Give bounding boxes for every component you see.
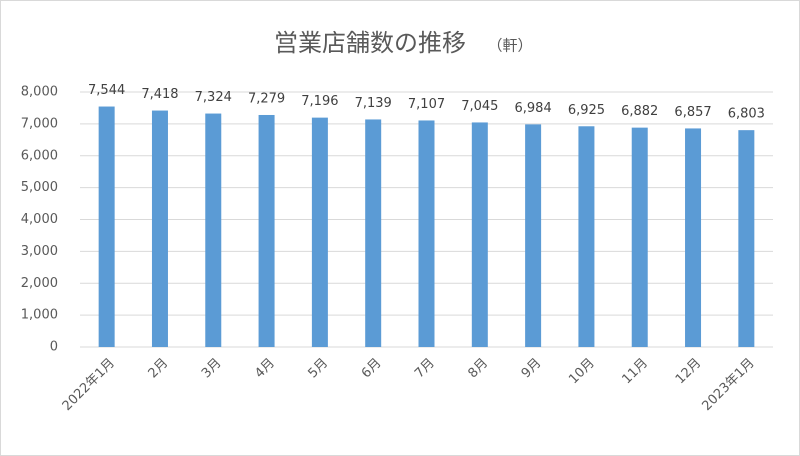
y-tick-label: 1,000 [21, 308, 58, 323]
y-tick-label: 2,000 [21, 276, 58, 291]
data-label: 6,803 [728, 107, 765, 122]
data-label: 6,857 [674, 105, 711, 120]
bar [525, 124, 542, 347]
bar [578, 126, 595, 347]
data-label: 7,279 [248, 91, 285, 106]
y-tick-label: 3,000 [21, 244, 58, 259]
y-tick-label: 4,000 [21, 212, 58, 227]
data-label: 6,925 [568, 103, 605, 118]
bar [98, 106, 115, 347]
bar [685, 128, 702, 347]
bar [631, 127, 648, 347]
data-label: 7,196 [301, 94, 338, 109]
data-label: 7,045 [461, 99, 498, 114]
y-tick-label: 0 [50, 340, 58, 355]
bar [738, 130, 755, 347]
data-label: 6,984 [515, 101, 552, 116]
data-label: 7,324 [195, 90, 232, 105]
data-label: 7,544 [88, 83, 125, 98]
y-tick-label: 8,000 [21, 85, 58, 100]
bar [418, 120, 435, 347]
data-label: 7,139 [355, 96, 392, 111]
data-label: 7,107 [408, 97, 445, 112]
bar [151, 110, 168, 348]
chart-title-unit: （軒） [487, 37, 532, 55]
y-tick-label: 7,000 [21, 116, 58, 131]
y-tick-label: 5,000 [21, 180, 58, 195]
y-tick-label: 6,000 [21, 148, 58, 163]
chart-title: 営業店舗数の推移 [274, 29, 466, 57]
bar [365, 119, 382, 348]
data-label: 6,882 [621, 104, 658, 119]
bar [471, 122, 488, 347]
bar [258, 114, 275, 347]
bar [311, 117, 328, 347]
data-label: 7,418 [141, 87, 178, 102]
bar [205, 113, 222, 347]
